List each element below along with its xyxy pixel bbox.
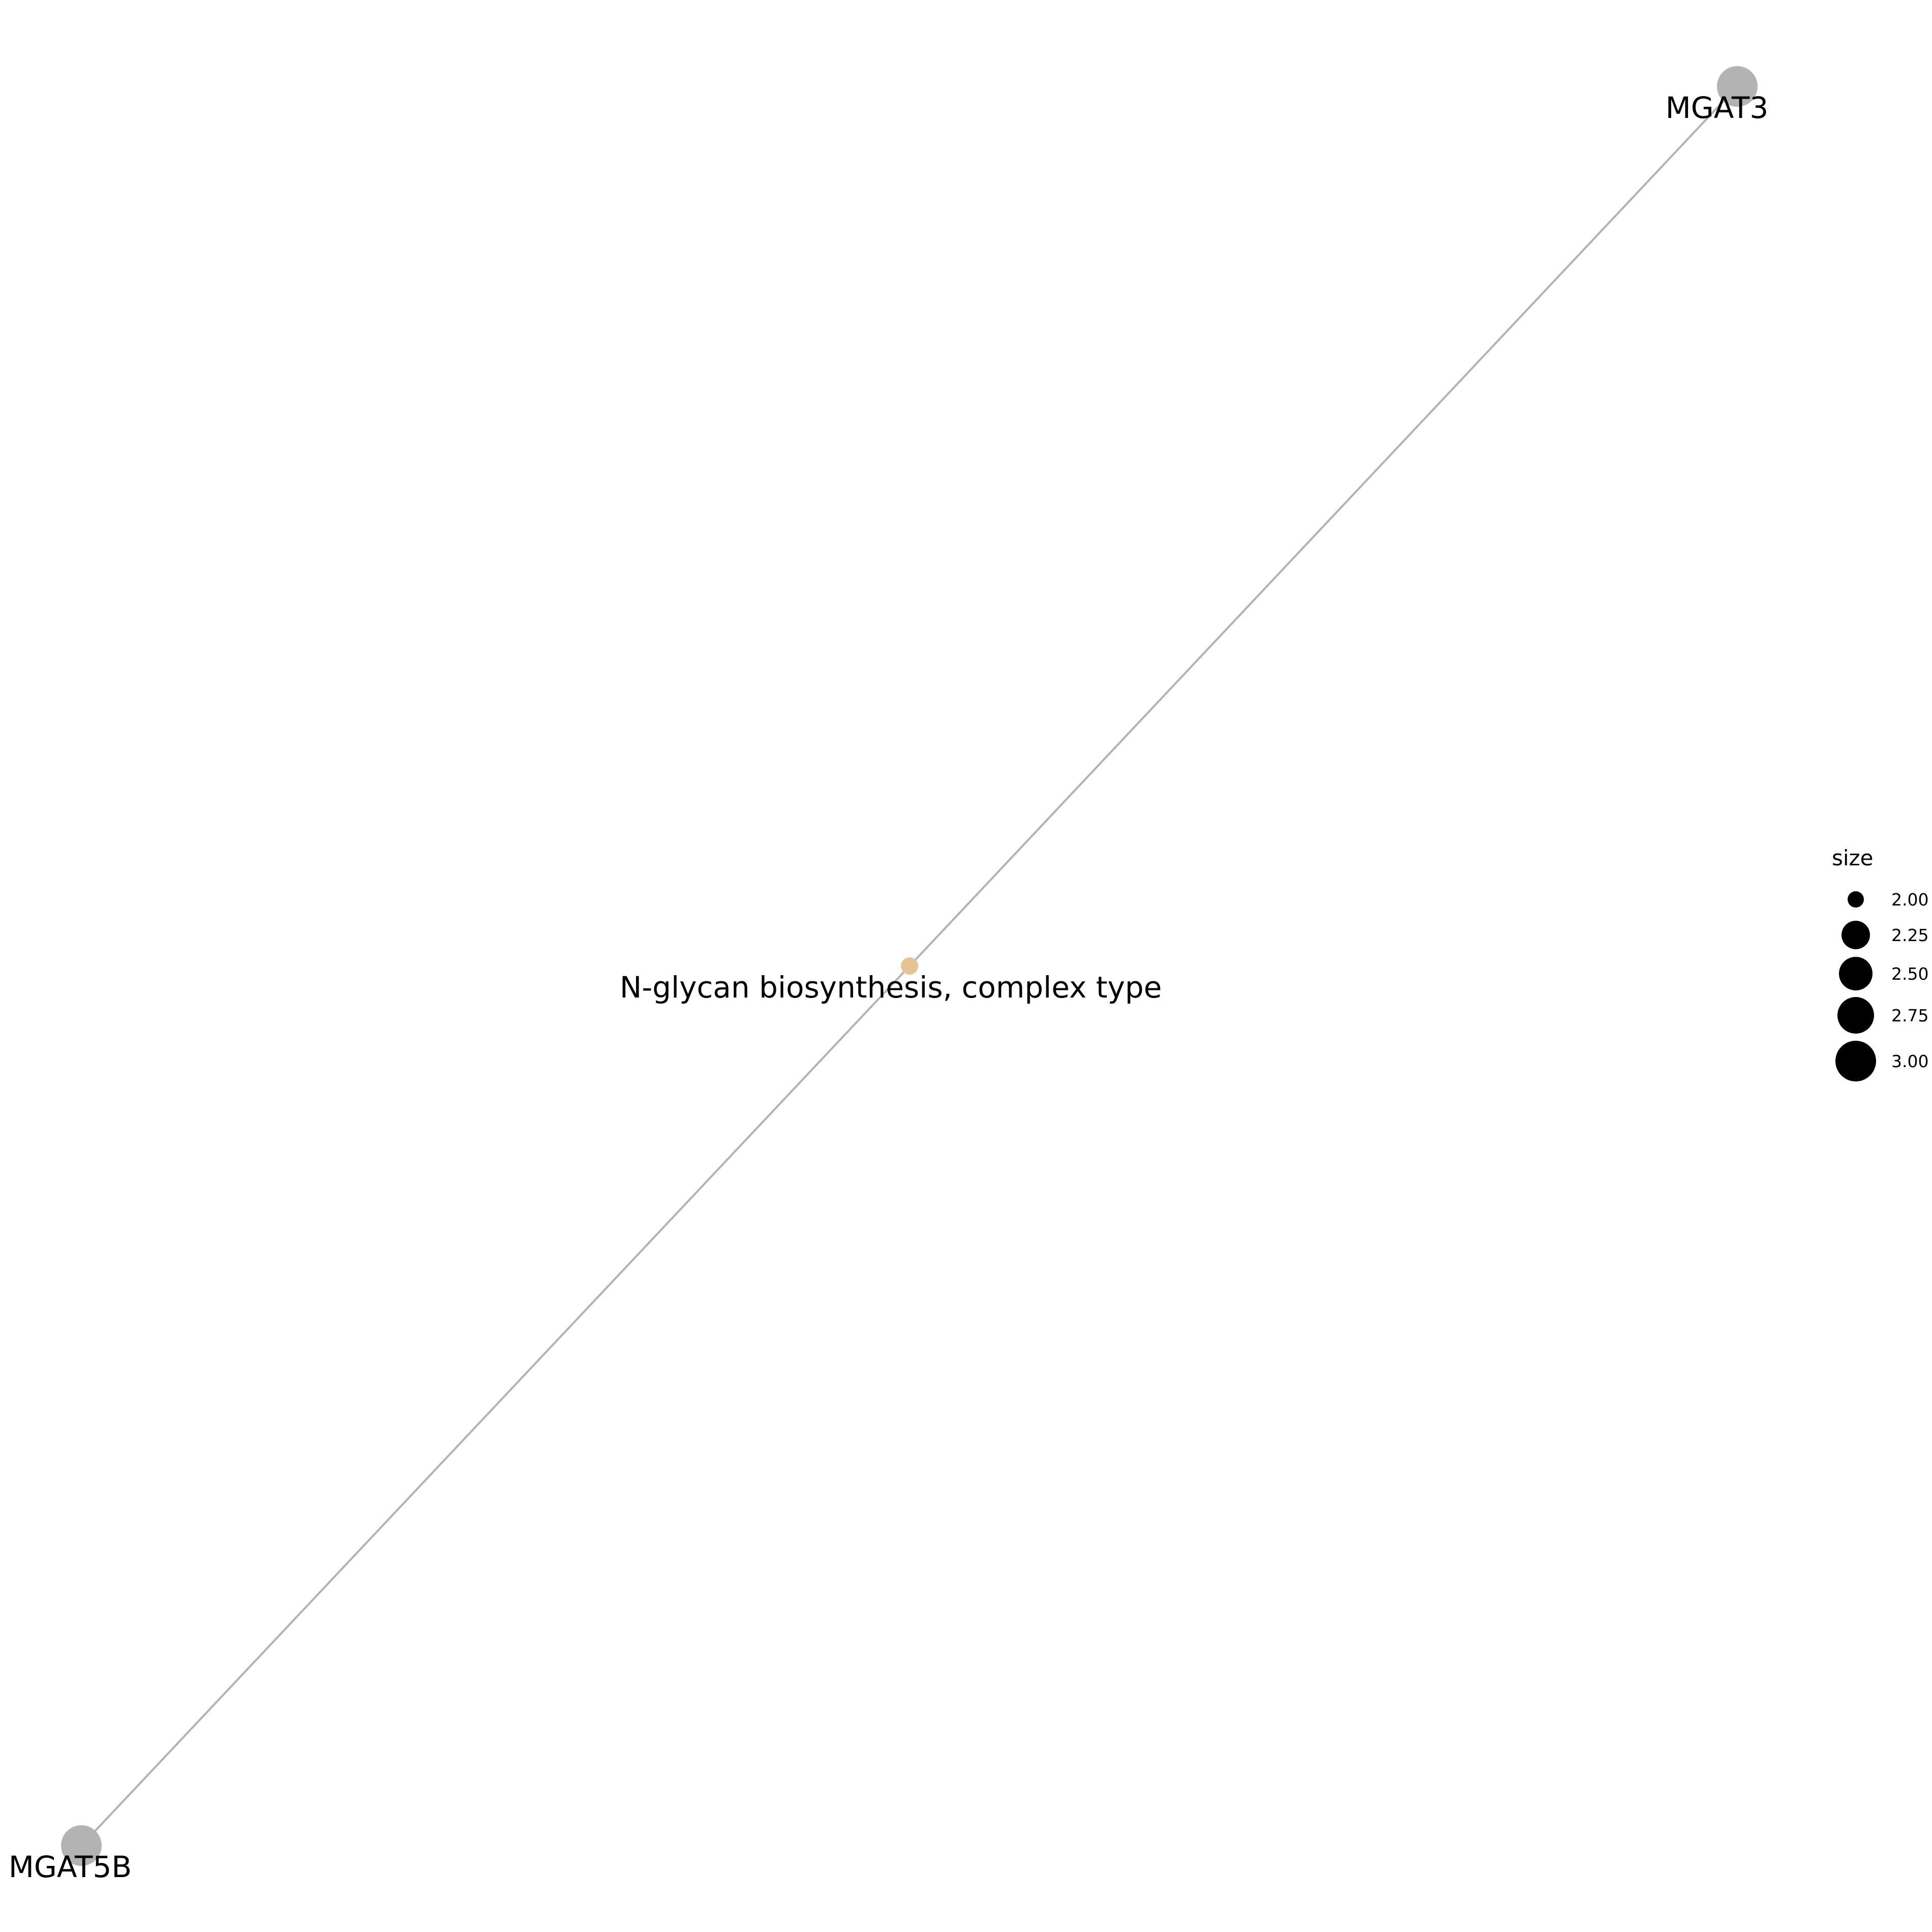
node-mgat5b[interactable] bbox=[61, 1825, 102, 1866]
legend-label-2-50: 2.50 bbox=[1891, 964, 1928, 984]
legend-title: size bbox=[1832, 846, 1873, 870]
legend-dot-2-50 bbox=[1839, 957, 1873, 990]
node-mgat3[interactable] bbox=[1717, 66, 1758, 107]
legend-label-2-00: 2.00 bbox=[1891, 890, 1928, 910]
label-pathway: N-glycan biosynthesis, complex type bbox=[620, 970, 1162, 1005]
legend-label-2-75: 2.75 bbox=[1891, 1006, 1928, 1025]
edge-pathway-mgat3 bbox=[909, 85, 1738, 967]
label-mgat5b: MGAT5B bbox=[9, 1850, 132, 1884]
size-legend: size 2.00 2.25 2.50 2.75 3.00 bbox=[1832, 846, 1928, 1081]
legend-dot-2-75 bbox=[1837, 997, 1874, 1034]
node-pathway[interactable] bbox=[901, 957, 918, 975]
edge-pathway-mgat5b bbox=[80, 965, 911, 1847]
label-mgat3: MGAT3 bbox=[1666, 90, 1769, 125]
legend-dot-3-00 bbox=[1835, 1041, 1876, 1081]
legend-label-3-00: 3.00 bbox=[1891, 1051, 1928, 1071]
legend-dot-2-00 bbox=[1848, 891, 1864, 908]
legend-dot-2-25 bbox=[1842, 921, 1870, 949]
legend-label-2-25: 2.25 bbox=[1891, 925, 1928, 945]
